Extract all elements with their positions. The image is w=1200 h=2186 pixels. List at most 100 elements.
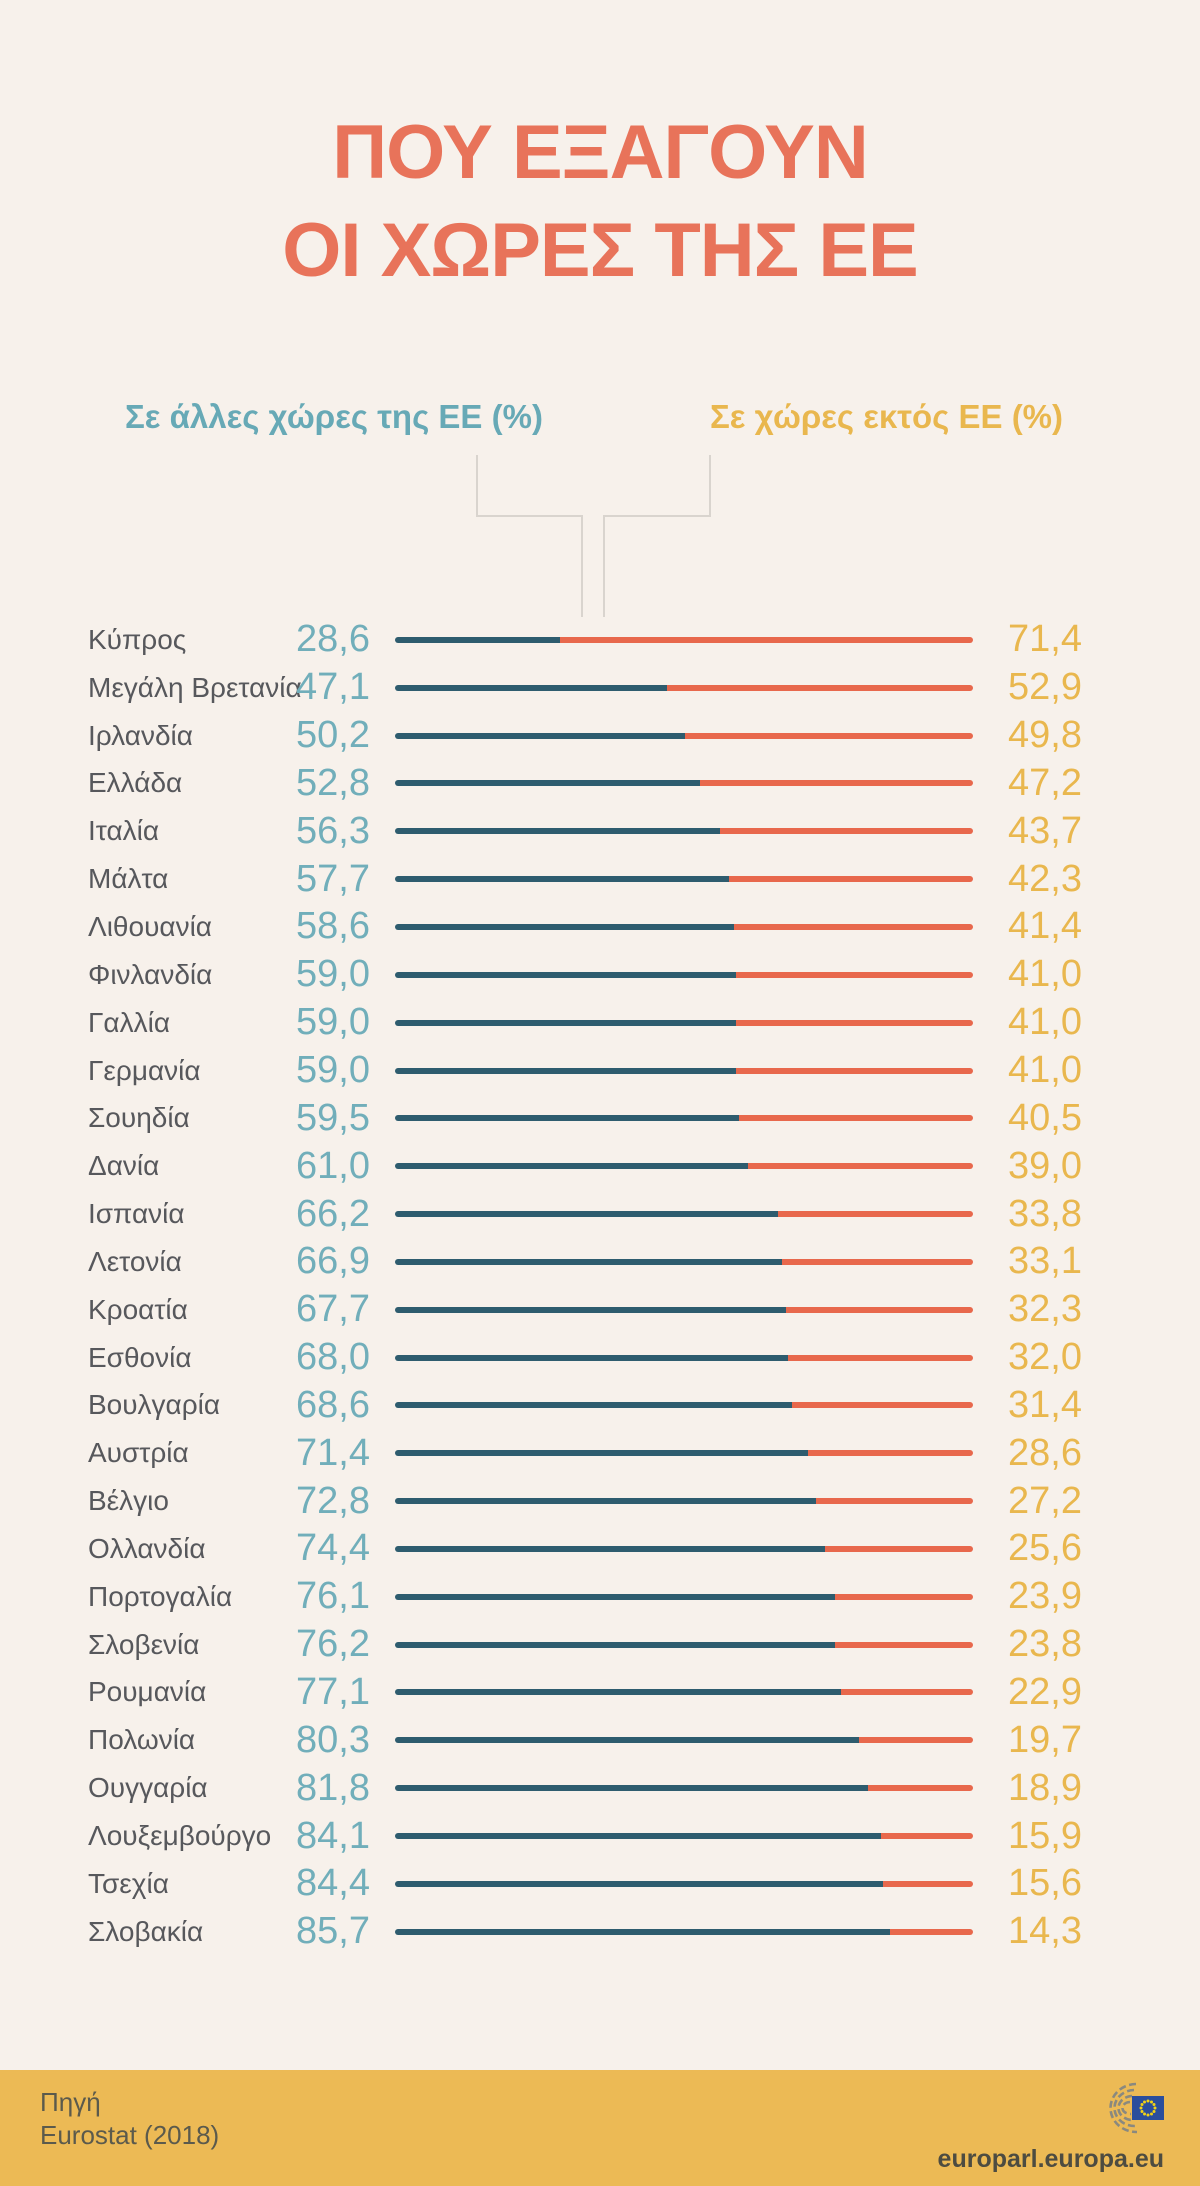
table-row: Κύπρος 28,6 71,4 <box>0 616 1200 664</box>
country-label: Γαλλία <box>88 1006 171 1038</box>
export-share-bar <box>395 1593 973 1600</box>
non-eu-share-segment <box>807 1450 973 1457</box>
footer-band: Πηγή Eurostat (2018) <box>0 2070 1200 2186</box>
eu-share-segment <box>395 1450 808 1457</box>
eu-share-value: 68,0 <box>296 1336 370 1379</box>
legend-connector-line <box>603 515 711 517</box>
page-title-line1: ΠΟΥ ΕΞΑΓΟΥΝ <box>332 110 868 195</box>
country-label: Εσθονία <box>88 1341 192 1373</box>
export-share-bar <box>395 1258 973 1265</box>
eu-share-value: 28,6 <box>296 618 370 661</box>
non-eu-share-segment <box>736 1019 973 1026</box>
non-eu-share-value: 23,8 <box>1008 1623 1082 1666</box>
country-label: Φινλανδία <box>88 958 213 990</box>
country-label: Λετονία <box>88 1245 182 1277</box>
non-eu-share-value: 25,6 <box>1008 1527 1082 1570</box>
eu-share-segment <box>395 1785 868 1792</box>
non-eu-share-value: 42,3 <box>1008 857 1082 900</box>
eu-share-segment <box>395 1689 841 1696</box>
eu-share-segment <box>395 1258 782 1265</box>
eu-share-value: 76,1 <box>296 1575 370 1618</box>
eu-share-segment <box>395 1928 891 1935</box>
eu-share-segment <box>395 1163 748 1170</box>
eu-share-value: 71,4 <box>296 1431 370 1474</box>
export-share-bar <box>395 1689 973 1696</box>
country-label: Λουξεμβούργο <box>88 1820 272 1852</box>
non-eu-share-segment <box>786 1306 973 1313</box>
non-eu-share-segment <box>840 1689 973 1696</box>
table-row: Ισπανία 66,2 33,8 <box>0 1190 1200 1238</box>
eu-share-segment <box>395 923 734 930</box>
country-label: Ιρλανδία <box>88 719 193 751</box>
eu-share-value: 59,0 <box>296 953 370 996</box>
export-share-bar <box>395 1928 973 1935</box>
export-share-bar <box>395 1833 973 1840</box>
non-eu-share-value: 40,5 <box>1008 1096 1082 1139</box>
eu-share-value: 58,6 <box>296 905 370 948</box>
eu-share-segment <box>395 1067 737 1074</box>
non-eu-share-segment <box>728 876 973 883</box>
country-label: Ισπανία <box>88 1198 185 1230</box>
legend-connector-line <box>476 515 583 517</box>
country-label: Ολλανδία <box>88 1532 206 1564</box>
country-label: Μάλτα <box>88 863 169 895</box>
eu-share-segment <box>395 636 561 643</box>
table-row: Ιρλανδία 50,2 49,8 <box>0 712 1200 760</box>
export-share-bar <box>395 1641 973 1648</box>
table-row: Γαλλία 59,0 41,0 <box>0 999 1200 1047</box>
eu-share-value: 47,1 <box>296 666 370 709</box>
page-title-line2: ΟΙ ΧΩΡΕΣ ΤΗΣ ΕΕ <box>282 208 919 293</box>
non-eu-share-segment <box>791 1402 973 1409</box>
non-eu-share-value: 14,3 <box>1008 1910 1082 1953</box>
table-row: Ουγγαρία 81,8 18,9 <box>0 1764 1200 1812</box>
eu-share-segment <box>395 1211 778 1218</box>
eu-share-value: 59,0 <box>296 1049 370 1092</box>
country-label: Λιθουανία <box>88 910 212 942</box>
non-eu-share-segment <box>859 1737 973 1744</box>
country-label: Σλοβενία <box>88 1628 200 1660</box>
table-row: Μεγάλη Βρετανία 47,1 52,9 <box>0 664 1200 712</box>
legend-connector-line <box>476 455 478 517</box>
country-label: Βουλγαρία <box>88 1389 221 1421</box>
non-eu-share-value: 32,3 <box>1008 1288 1082 1331</box>
eu-share-segment <box>395 780 701 787</box>
table-row: Σλοβενία 76,2 23,8 <box>0 1621 1200 1669</box>
table-row: Πορτογαλία 76,1 23,9 <box>0 1573 1200 1621</box>
export-share-bar <box>395 1306 973 1313</box>
eu-share-segment <box>395 876 729 883</box>
export-share-bar <box>395 1115 973 1122</box>
table-row: Σλοβακία 85,7 14,3 <box>0 1908 1200 1956</box>
non-eu-share-segment <box>738 1115 973 1122</box>
export-share-bar <box>395 1163 973 1170</box>
eu-share-segment <box>395 1402 792 1409</box>
export-share-bar <box>395 1880 973 1887</box>
non-eu-share-value: 41,4 <box>1008 905 1082 948</box>
export-share-bar <box>395 1785 973 1792</box>
eu-share-segment <box>395 1115 739 1122</box>
non-eu-share-segment <box>733 923 973 930</box>
non-eu-share-segment <box>882 1880 973 1887</box>
eu-share-segment <box>395 1833 882 1840</box>
european-parliament-logo <box>1109 2082 1164 2134</box>
eu-share-segment <box>395 1306 787 1313</box>
non-eu-share-value: 28,6 <box>1008 1431 1082 1474</box>
country-label: Σουηδία <box>88 1102 190 1134</box>
non-eu-share-value: 41,0 <box>1008 1049 1082 1092</box>
non-eu-share-value: 22,9 <box>1008 1670 1082 1713</box>
eu-share-value: 77,1 <box>296 1670 370 1713</box>
eu-share-value: 84,4 <box>296 1862 370 1905</box>
country-label: Πολωνία <box>88 1724 196 1756</box>
eu-share-value: 66,9 <box>296 1240 370 1283</box>
non-eu-share-value: 33,1 <box>1008 1240 1082 1283</box>
non-eu-share-value: 47,2 <box>1008 761 1082 804</box>
non-eu-share-value: 71,4 <box>1008 618 1082 661</box>
table-row: Κροατία 67,7 32,3 <box>0 1286 1200 1334</box>
non-eu-share-value: 23,9 <box>1008 1575 1082 1618</box>
country-label: Κροατία <box>88 1293 188 1325</box>
eu-share-value: 80,3 <box>296 1718 370 1761</box>
eu-share-value: 61,0 <box>296 1144 370 1187</box>
eu-share-value: 68,6 <box>296 1383 370 1426</box>
country-label: Τσεχία <box>88 1867 169 1899</box>
export-share-bar <box>395 1019 973 1026</box>
export-share-bar <box>395 1545 973 1552</box>
